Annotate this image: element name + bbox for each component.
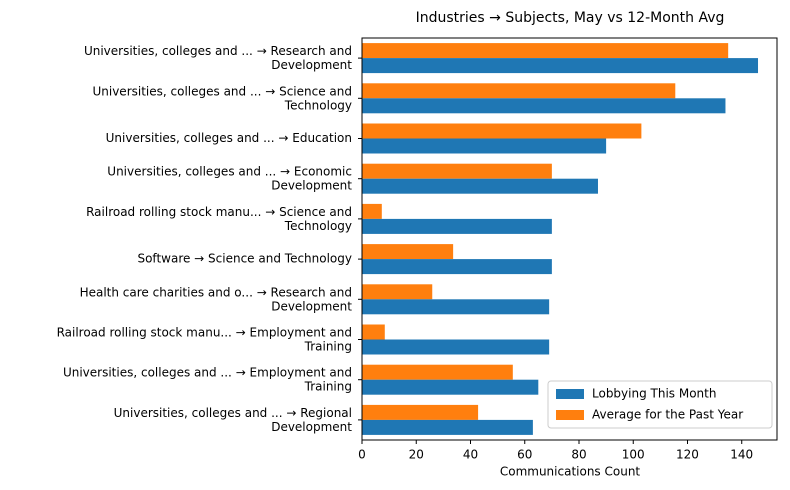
plot-frame (361, 37, 778, 441)
legend-swatch (556, 410, 584, 420)
y-tick-label: Universities, colleges and ... → Employm… (63, 365, 352, 393)
y-tick-label: Railroad rolling stock manu... → Employm… (57, 325, 352, 353)
x-tick-label: 120 (676, 448, 699, 462)
legend-box (547, 380, 773, 429)
x-tick-label: 100 (622, 448, 645, 462)
bar (362, 259, 552, 275)
bar (362, 203, 382, 219)
y-tick-label: Software → Science and Technology (137, 252, 352, 266)
bar (362, 98, 726, 114)
bar (362, 83, 676, 99)
bar (362, 163, 552, 179)
x-tick-label: 40 (463, 448, 478, 462)
y-tick-label: Health care charities and o... → Researc… (80, 285, 353, 313)
y-tick-label: Universities, colleges and ... → Educati… (106, 131, 352, 145)
bar (362, 299, 550, 315)
x-tick-label: 80 (571, 448, 586, 462)
x-tick-label: 60 (517, 448, 532, 462)
bar (362, 43, 729, 59)
bar (362, 364, 513, 380)
bar (362, 419, 533, 435)
bar (362, 324, 385, 340)
x-tick-label: 140 (730, 448, 753, 462)
bar (362, 404, 479, 420)
x-tick-label: 20 (409, 448, 424, 462)
y-tick-label: Universities, colleges and ... → Economi… (107, 164, 352, 192)
y-tick-label: Universities, colleges and ... → Researc… (84, 44, 352, 72)
bar (362, 218, 552, 234)
y-tick-label: Universities, colleges and ... → Science… (92, 84, 352, 112)
bar (362, 123, 642, 139)
bar (362, 379, 539, 395)
legend-swatch (556, 389, 584, 399)
x-tick-label: 0 (358, 448, 366, 462)
bar (362, 244, 454, 260)
legend-label: Average for the Past Year (592, 408, 743, 422)
legend-label: Lobbying This Month (592, 387, 716, 401)
bar (362, 284, 433, 300)
bar (362, 178, 598, 194)
chart-title: Industries → Subjects, May vs 12-Month A… (416, 10, 725, 26)
y-tick-label: Universities, colleges and ... → Regiona… (114, 405, 353, 433)
bar (362, 138, 607, 154)
y-tick-label: Railroad rolling stock manu... → Science… (86, 204, 352, 232)
bar (362, 58, 759, 74)
bar (362, 339, 550, 355)
x-axis-label: Communications Count (500, 465, 641, 479)
